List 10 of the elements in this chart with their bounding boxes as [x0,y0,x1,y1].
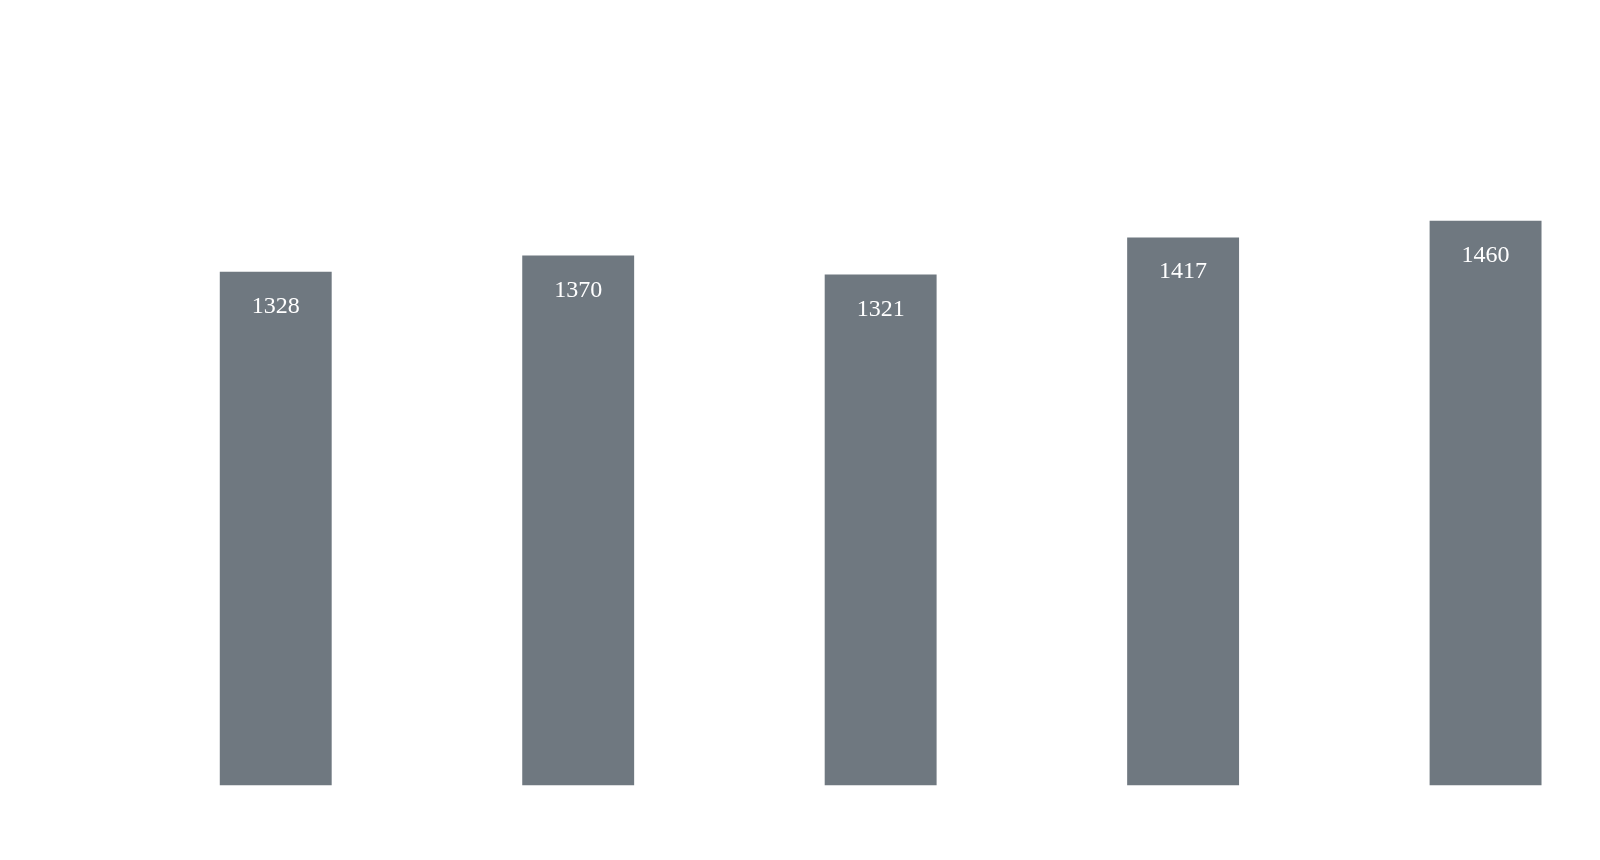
data-label: 1328 [251,291,300,318]
bar [1429,220,1542,786]
data-label: 1460 [1461,240,1510,267]
bar [824,274,937,786]
data-label: 1417 [1159,257,1208,284]
data-label: 1370 [554,275,603,302]
bar [1127,237,1240,786]
data-label: 1321 [856,294,905,321]
bar [522,255,635,786]
bar [219,271,332,786]
